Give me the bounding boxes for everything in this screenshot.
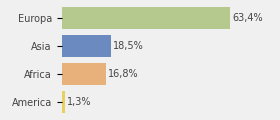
- Bar: [62, 7, 230, 29]
- Text: 63,4%: 63,4%: [232, 13, 263, 23]
- Text: 16,8%: 16,8%: [108, 69, 139, 79]
- Bar: [62, 35, 111, 57]
- Bar: [62, 91, 65, 113]
- Text: 18,5%: 18,5%: [113, 41, 144, 51]
- Bar: [62, 63, 106, 85]
- Text: 1,3%: 1,3%: [67, 97, 92, 107]
